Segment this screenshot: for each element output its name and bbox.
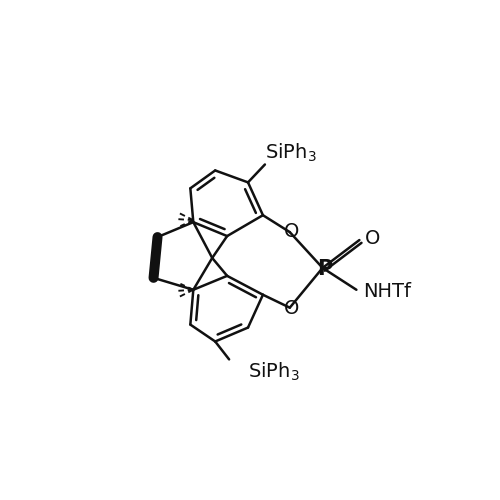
Text: O: O [366, 228, 380, 248]
Text: O: O [284, 299, 300, 318]
Text: NHTf: NHTf [364, 282, 412, 302]
Text: O: O [284, 222, 300, 240]
Text: P: P [317, 259, 332, 279]
Text: SiPh$_3$: SiPh$_3$ [248, 361, 300, 384]
Text: SiPh$_3$: SiPh$_3$ [265, 142, 316, 164]
